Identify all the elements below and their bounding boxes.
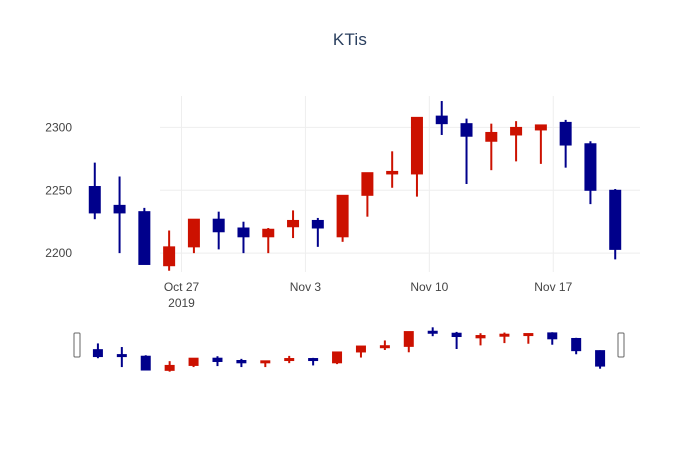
rangeslider-candlestick [92,343,103,359]
rangeslider-candlestick [571,337,582,355]
candlestick[interactable] [336,194,349,242]
y-axis-tick-label: 2250 [45,183,72,197]
candlestick[interactable] [138,207,151,265]
gridlines-group [160,126,640,254]
candlestick[interactable] [460,118,473,184]
candlestick[interactable] [534,124,547,164]
candlestick-series[interactable] [88,101,622,271]
rangeslider-candlestick [164,361,175,372]
rangeslider-candlestick [379,340,390,350]
y-axis-tick-label: 2200 [45,246,72,260]
candlestick[interactable] [163,230,176,271]
candlestick[interactable] [410,116,423,197]
candlestick[interactable] [584,141,597,205]
candlestick[interactable] [386,151,399,188]
rangeslider-candlestick [188,357,199,368]
rangeslider-candlestick [212,356,223,367]
rangeslider-candlestick [595,350,606,369]
rangeslider-candlestick [140,355,151,371]
candlestick[interactable] [559,119,572,168]
candlestick[interactable] [311,217,324,247]
candlestick[interactable] [510,121,523,162]
candlestick[interactable] [262,228,275,254]
candlestick[interactable] [237,221,250,254]
candlestick[interactable] [609,189,622,260]
candlestick[interactable] [435,101,448,135]
vertical-gridlines-group [181,96,554,272]
rangeslider-candlestick [116,347,127,368]
candlestick[interactable] [187,218,200,254]
rangeslider-candlestick [332,351,343,365]
rangeslider-candlestick [355,345,366,358]
rangeslider-candlestick [427,327,438,337]
rangeslider-candlestick [236,358,247,368]
candlestick[interactable] [287,210,300,239]
rangeslider-candlestick [308,357,319,366]
rangeslider-candlestick [260,360,271,368]
rangeslider-candlestick [451,331,462,349]
rangeslider[interactable] [73,326,625,372]
candlestick[interactable] [485,123,498,171]
x-axis-tick-label: Nov 3 [290,280,322,294]
rangeslider-left-handle[interactable] [73,332,81,358]
y-axis-ticks: 2200 2250 2300 [45,120,72,260]
x-axis-tick-label: Nov 17 [534,280,572,294]
candlestick[interactable] [113,176,126,254]
rangeslider-candlestick [547,332,558,345]
x-axis-ticks: Oct 27 2019 Nov 3 Nov 10 Nov 17 [164,280,573,310]
candlestick[interactable] [212,211,225,250]
candlestick[interactable] [88,162,101,220]
y-axis-tick-label: 2300 [45,120,72,134]
candlestick[interactable] [361,172,374,217]
rangeslider-candlestick [475,333,486,346]
x-axis-year-label: 2019 [168,296,195,310]
chart-title: KTis [332,30,368,49]
x-axis-tick-label: Oct 27 [164,280,200,294]
rangeslider-candlestick [523,333,534,344]
rangeslider-candlestick [499,332,510,344]
rangeslider-right-handle[interactable] [617,332,625,358]
x-axis-tick-label: Nov 10 [410,280,448,294]
rangeslider-candlestick [284,355,295,364]
rangeslider-candlestick [403,331,414,353]
